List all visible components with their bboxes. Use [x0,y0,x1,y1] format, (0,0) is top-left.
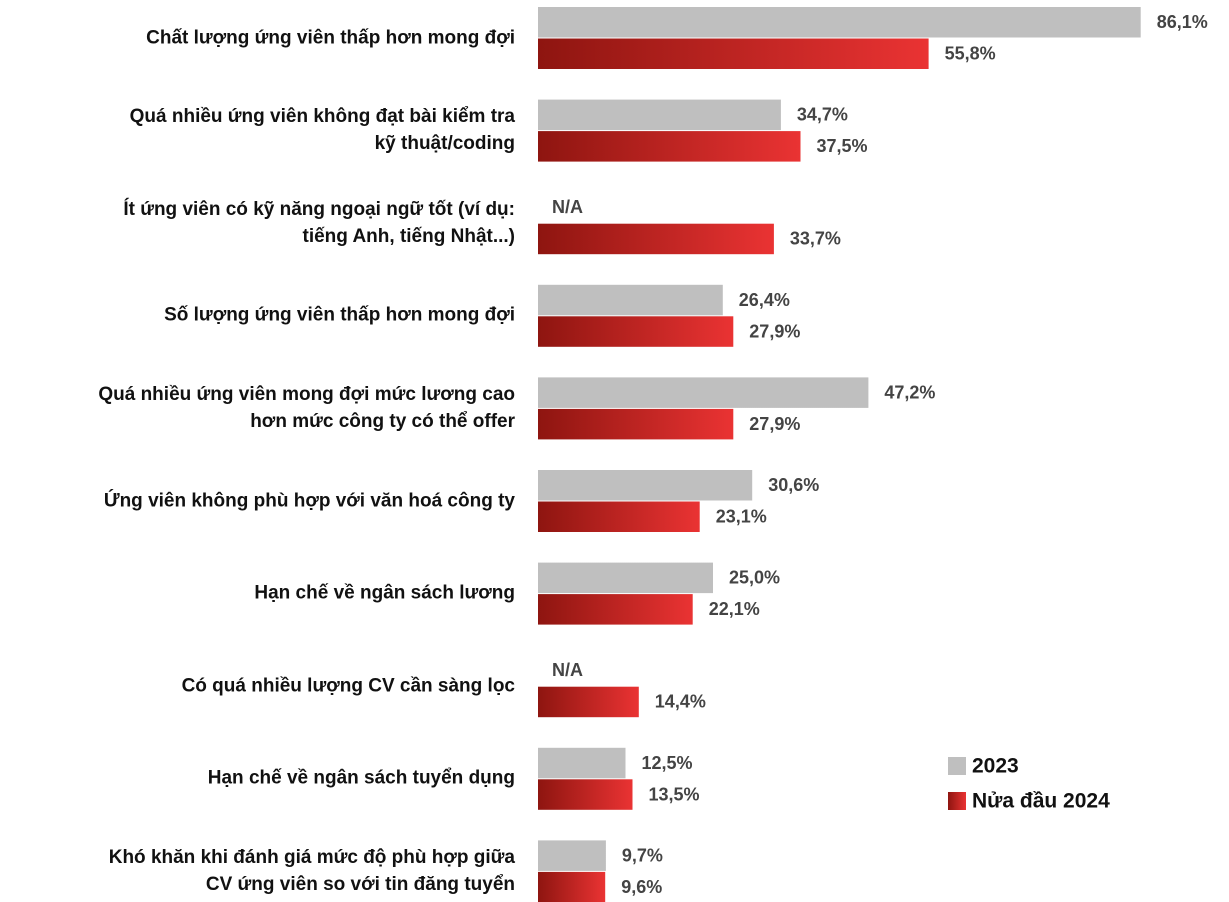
category-label: Ít ứng viên có kỹ năng ngoại ngữ tốt (ví… [123,198,515,247]
bar [538,470,753,501]
category-label: Quá nhiều ứng viên mong đợi mức lương ca… [98,383,515,432]
category-label: Quá nhiều ứng viên không đạt bài kiểm tr… [129,106,515,155]
value-label: 12,5% [642,753,693,773]
value-label: 9,6% [621,877,662,897]
value-label: 33,7% [790,229,841,249]
bar [538,38,929,69]
value-label: 26,4% [739,290,790,310]
value-label: 37,5% [817,136,868,156]
bar [538,284,723,316]
value-label: 27,9% [749,414,800,434]
legend-label: 2023 [972,755,1019,778]
value-label: N/A [552,197,583,217]
value-label: 22,1% [709,599,760,619]
value-label: 30,6% [768,475,819,495]
legend-swatch [948,792,966,810]
bar [538,377,869,408]
bar [538,316,734,347]
category-label: Hạn chế về ngân sách tuyển dụng [207,767,515,789]
bar [538,223,774,255]
category-label: Có quá nhiều lượng CV cần sàng lọc [181,675,515,697]
category-label: Số lượng ứng viên thấp hơn mong đợi [164,304,515,326]
bar [538,7,1141,38]
value-label: 86,1% [1157,12,1208,32]
bar [538,408,734,440]
category-label: Ứng viên không phù hợp với văn hoá công … [103,490,515,511]
bar [538,131,801,162]
bar [538,562,713,594]
legend-swatch [948,757,966,775]
bar [538,686,639,718]
value-label: 13,5% [649,784,700,804]
bar [538,840,606,871]
value-label: 23,1% [716,507,767,527]
category-label: Hạn chế về ngân sách lương [254,582,515,604]
value-label: 27,9% [749,321,800,341]
category-label: Khó khăn khi đánh giá mức độ phù hợp giữ… [108,846,515,895]
bar [538,99,781,131]
bar [538,779,633,810]
category-label: Chất lượng ứng viên thấp hơn mong đợi [146,27,515,48]
legend-label: Nửa đầu 2024 [972,790,1110,813]
value-label: 55,8% [945,44,996,64]
bar [538,871,606,902]
value-label: 9,7% [622,845,663,865]
bar [538,501,700,532]
value-label: 14,4% [655,692,706,712]
value-label: 34,7% [797,105,848,125]
value-label: 47,2% [884,382,935,402]
value-label: N/A [552,660,583,680]
value-label: 25,0% [729,568,780,588]
bar [538,747,626,779]
bar [538,594,693,625]
